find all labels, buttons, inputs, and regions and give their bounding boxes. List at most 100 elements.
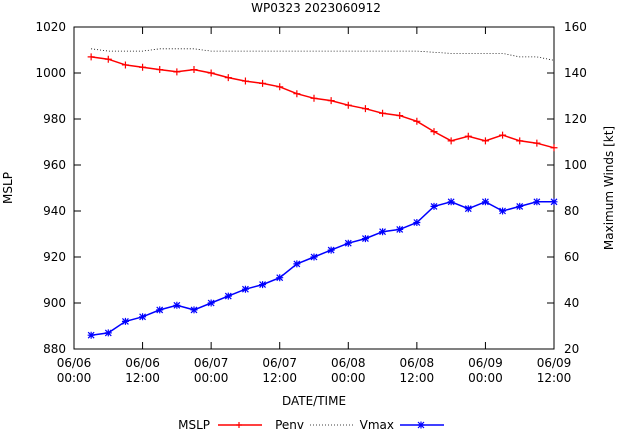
data-point-penv — [413, 117, 421, 125]
data-point-vmax — [121, 317, 129, 325]
legend-penv-name: Penv — [275, 418, 304, 432]
data-point-penv — [533, 139, 541, 147]
y2-tick-label: 160 — [564, 20, 587, 34]
data-point-vmax — [447, 198, 455, 206]
y-tick-label: 1020 — [35, 20, 66, 34]
y2-tick-label: 60 — [564, 250, 579, 264]
data-point-penv — [139, 63, 147, 71]
data-point-penv — [379, 109, 387, 117]
y-tick-label: 900 — [43, 296, 66, 310]
data-point-penv — [310, 94, 318, 102]
legend: MSLP Penv Vmax — [178, 418, 444, 432]
data-point-penv — [190, 66, 198, 74]
data-point-penv — [550, 144, 558, 152]
data-point-penv — [259, 79, 267, 87]
y2-tick-label: 120 — [564, 112, 587, 126]
data-point-vmax — [139, 313, 147, 321]
x-tick-label-time: 12:00 — [537, 371, 572, 385]
data-point-penv — [516, 137, 524, 145]
x-tick-label-time: 12:00 — [400, 371, 435, 385]
chart-title: WP0323 2023060912 — [251, 1, 381, 15]
data-point-penv — [87, 53, 95, 61]
y2-tick-label: 40 — [564, 296, 579, 310]
data-point-penv — [276, 83, 284, 91]
data-point-vmax — [430, 202, 438, 210]
data-point-vmax — [379, 228, 387, 236]
x-tick-label-date: 06/06 — [125, 356, 160, 370]
y-tick-label: 940 — [43, 204, 66, 218]
series-layer — [87, 48, 558, 339]
x-tick-label-date: 06/08 — [400, 356, 435, 370]
y-tick-label: 980 — [43, 112, 66, 126]
series-penv-line — [91, 56, 555, 149]
y-tick-label: 960 — [43, 158, 66, 172]
data-point-penv — [121, 61, 129, 69]
data-point-vmax — [533, 198, 541, 206]
x-tick-label-date: 06/09 — [468, 356, 503, 370]
y2-tick-label: 20 — [564, 342, 579, 356]
x-tick-label-time: 00:00 — [194, 371, 229, 385]
data-point-vmax — [396, 225, 404, 233]
data-point-vmax — [259, 281, 267, 289]
legend-vmax-marker — [417, 421, 425, 429]
data-point-penv — [344, 101, 352, 109]
data-point-vmax — [361, 235, 369, 243]
plot-frame — [73, 26, 555, 350]
y2-tick-label: 80 — [564, 204, 579, 218]
data-point-penv — [224, 74, 232, 82]
x-tick-label-time: 00:00 — [468, 371, 503, 385]
x-tick-label-time: 00:00 — [57, 371, 92, 385]
data-point-vmax — [276, 274, 284, 282]
data-point-vmax — [516, 202, 524, 210]
y2-tick-label: 100 — [564, 158, 587, 172]
legend-vmax-name: Vmax — [360, 418, 394, 432]
data-point-vmax — [224, 292, 232, 300]
data-point-penv — [156, 66, 164, 74]
x-tick-label-time: 12:00 — [125, 371, 160, 385]
x-tick-label-date: 06/08 — [331, 356, 366, 370]
data-point-vmax — [499, 207, 507, 215]
series-vmax-line — [91, 200, 554, 336]
data-point-penv — [104, 55, 112, 63]
data-point-vmax — [344, 239, 352, 247]
y-tick-label: 920 — [43, 250, 66, 264]
y2-axis-label: Maximum Winds [kt] — [602, 126, 616, 250]
data-point-vmax — [173, 301, 181, 309]
data-point-penv — [207, 69, 215, 77]
x-tick-label-date: 06/07 — [262, 356, 297, 370]
data-point-vmax — [241, 285, 249, 293]
series-mslp-line — [91, 48, 555, 61]
x-axis-label: DATE/TIME — [282, 394, 346, 408]
data-point-penv — [464, 132, 472, 140]
data-point-vmax — [327, 246, 335, 254]
y2-tick-label: 140 — [564, 66, 587, 80]
data-point-penv — [447, 137, 455, 145]
data-point-vmax — [413, 219, 421, 226]
legend-penv-marker — [236, 422, 242, 428]
data-point-vmax — [310, 253, 318, 261]
data-point-penv — [327, 97, 335, 105]
data-point-penv — [293, 90, 301, 98]
data-point-penv — [173, 68, 181, 76]
data-point-penv — [481, 137, 489, 145]
data-point-vmax — [550, 198, 558, 206]
ticks-layer: 880 900 920 940 960 980 1000 1020 20 40 60 80 100 120… — [35, 20, 586, 385]
x-tick-label-date: 06/07 — [194, 356, 229, 370]
x-tick-label-date: 06/09 — [537, 356, 572, 370]
data-point-vmax — [207, 299, 215, 307]
data-point-vmax — [190, 306, 198, 314]
data-point-vmax — [156, 306, 164, 314]
data-point-vmax — [464, 205, 472, 213]
x-tick-label-date: 06/06 — [57, 356, 92, 370]
y-axis-label: MSLP — [1, 172, 15, 204]
data-point-vmax — [293, 260, 301, 268]
data-point-penv — [361, 105, 369, 113]
data-point-vmax — [481, 198, 489, 206]
data-point-penv — [241, 77, 249, 85]
x-tick-label-time: 00:00 — [331, 371, 366, 385]
data-point-vmax — [104, 329, 112, 337]
data-point-penv — [430, 128, 438, 136]
data-point-penv — [499, 131, 507, 139]
y-tick-label: 1000 — [35, 66, 66, 80]
